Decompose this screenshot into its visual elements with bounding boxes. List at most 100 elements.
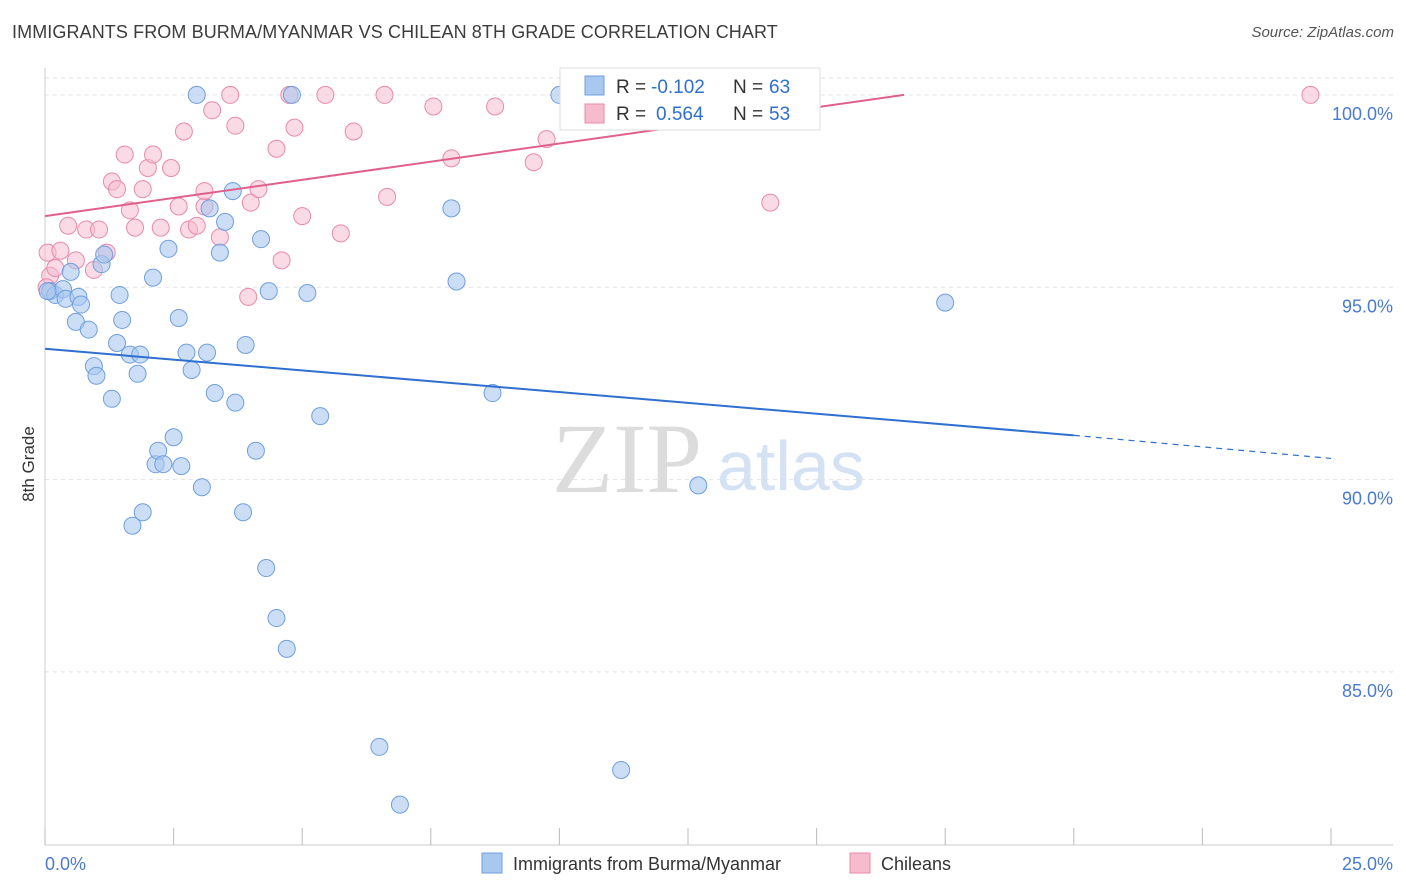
burma-point-47 (267, 609, 286, 628)
burma-point-35 (200, 199, 219, 218)
burma-point-62 (38, 282, 57, 301)
burma-points (38, 85, 955, 814)
burma-point-33 (192, 478, 211, 497)
chile-point-41 (375, 85, 394, 104)
chile-point-40 (344, 122, 363, 141)
burma-point-28 (169, 309, 188, 328)
burma-trend-line (44, 347, 1074, 437)
burma-point-26 (159, 239, 178, 258)
legend-burma-swatch (481, 852, 503, 874)
burma-point-54 (442, 199, 461, 218)
burma-point-46 (259, 282, 278, 301)
burma-point-19 (128, 364, 147, 383)
burma-point-12 (95, 245, 114, 264)
chile-point-34 (272, 251, 291, 270)
burma-point-4 (61, 262, 80, 281)
gridlines (45, 77, 1393, 673)
chile-point-21 (174, 122, 193, 141)
chile-point-20 (169, 197, 188, 216)
y-tick-label-2: 95.0% (1342, 296, 1393, 316)
burma-point-20 (131, 345, 150, 364)
chile-point-23 (187, 216, 206, 235)
chile-point-36 (285, 118, 304, 137)
chile-r-label: R = (616, 104, 646, 125)
burma-point-15 (110, 285, 129, 304)
burma-point-61 (936, 293, 955, 312)
chile-point-31 (241, 193, 260, 212)
burma-point-36 (205, 384, 224, 403)
burma-point-21 (133, 503, 152, 522)
chile-point-4 (59, 216, 78, 235)
chile-point-13 (120, 201, 139, 220)
burma-point-13 (102, 389, 121, 408)
chile-point-25 (195, 182, 214, 201)
chile-point-45 (486, 97, 505, 116)
burma-n-label: N = (733, 77, 763, 98)
burma-r-value: -0.102 (651, 77, 705, 98)
chile-point-17 (144, 145, 163, 164)
burma-point-29 (172, 457, 191, 476)
burma-point-43 (246, 441, 265, 460)
burma-point-10 (87, 366, 106, 385)
chile-point-30 (239, 287, 258, 306)
y-axis-label: 8th Grade (19, 426, 38, 502)
burma-point-44 (252, 230, 271, 249)
chile-point-18 (151, 218, 170, 237)
burma-point-7 (72, 295, 91, 314)
burma-point-48 (277, 639, 296, 658)
burma-point-55 (447, 272, 466, 291)
chile-point-33 (267, 139, 286, 158)
burma-point-22 (144, 268, 163, 287)
chile-point-2 (46, 259, 65, 278)
watermark: ZIP atlas (552, 403, 865, 514)
burma-legend-swatch (584, 75, 605, 96)
burma-r-label: R = (616, 77, 646, 98)
chile-point-19 (162, 159, 181, 178)
chile-point-46 (524, 153, 543, 172)
burma-point-45 (257, 559, 276, 578)
burma-point-42 (236, 335, 255, 354)
chile-point-42 (378, 187, 397, 206)
chile-point-8 (90, 220, 109, 239)
source-credit: Source: ZipAtlas.com (1251, 24, 1394, 41)
legend-chile-swatch (849, 852, 871, 874)
chile-point-11 (108, 180, 127, 199)
burma-point-31 (182, 360, 201, 379)
chile-point-39 (331, 224, 350, 243)
burma-point-49 (282, 85, 301, 104)
burma-point-51 (311, 407, 330, 426)
chile-point-26 (203, 101, 222, 120)
burma-point-59 (689, 476, 708, 495)
burma-point-52 (370, 737, 389, 756)
y-tick-labels: 85.0% 90.0% 95.0% 100.0% (1332, 104, 1393, 701)
chile-point-12 (115, 145, 134, 164)
chile-point-29 (226, 116, 245, 135)
burma-point-18 (123, 516, 142, 535)
burma-point-50 (298, 284, 317, 303)
chile-point-47 (537, 130, 556, 149)
chile-point-50 (761, 193, 780, 212)
burma-point-25 (154, 455, 173, 474)
stats-legend: R = -0.102 N = 63 R = 0.564 N = 53 (559, 67, 821, 131)
chile-n-value: 53 (769, 104, 790, 125)
chile-point-43 (424, 97, 443, 116)
burma-point-37 (210, 243, 229, 262)
chart-title: IMMIGRANTS FROM BURMA/MYANMAR VS CHILEAN… (12, 22, 778, 42)
burma-trend-extension (1073, 434, 1332, 460)
chile-r-value: 0.564 (656, 104, 704, 125)
axes (44, 68, 1393, 846)
burma-point-32 (187, 85, 206, 104)
watermark-zip: ZIP (552, 403, 702, 514)
burma-point-30 (177, 343, 196, 362)
watermark-atlas: atlas (717, 427, 865, 505)
burma-point-14 (108, 334, 127, 353)
chile-point-14 (126, 218, 145, 237)
burma-point-16 (113, 310, 132, 329)
y-tick-label-3: 100.0% (1332, 104, 1393, 124)
burma-point-41 (234, 503, 253, 522)
x-tick-labels: 0.0% 25.0% (45, 854, 1393, 874)
chile-point-38 (316, 85, 335, 104)
chile-point-32 (249, 180, 268, 199)
burma-point-53 (390, 795, 409, 814)
